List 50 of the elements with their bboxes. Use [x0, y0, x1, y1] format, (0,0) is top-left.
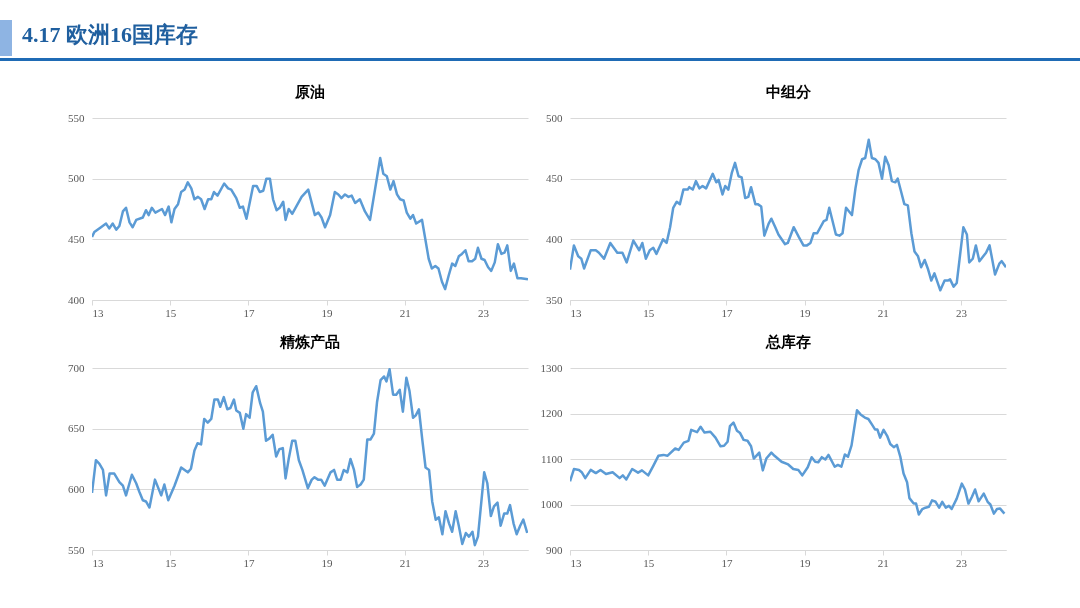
y-tick-label: 1200	[540, 407, 563, 419]
y-tick-label: 350	[546, 293, 563, 306]
y-tick-label: 400	[68, 293, 85, 306]
y-tick-label: 700	[68, 361, 85, 374]
y-tick-label: 600	[68, 482, 85, 495]
x-tick-label: 23	[478, 306, 490, 319]
x-tick-label: 19	[321, 306, 334, 319]
y-tick-label: 550	[68, 111, 85, 124]
line-series	[92, 368, 528, 547]
y-tick-label: 900	[546, 543, 563, 556]
chart-title: 中组分	[765, 83, 812, 101]
y-tick-label: 400	[546, 232, 563, 245]
x-tick-label: 21	[877, 556, 889, 569]
x-tick-label: 19	[799, 306, 812, 319]
x-tick-label: 21	[399, 306, 411, 319]
x-tick-label: 17	[721, 556, 733, 569]
text: 4.17 欧洲16国库存	[22, 21, 198, 49]
line-series	[570, 409, 1006, 516]
chart-title: 原油	[294, 83, 325, 101]
x-tick-label: 15	[165, 556, 177, 569]
y-tick-label: 1300	[540, 361, 563, 374]
x-tick-label: 19	[321, 556, 334, 569]
x-tick-label: 19	[799, 556, 812, 569]
x-tick-label: 17	[721, 306, 733, 319]
x-tick-label: 13	[570, 306, 582, 319]
x-tick-label: 17	[243, 556, 255, 569]
y-tick-label: 550	[68, 543, 85, 556]
chart-title: 精炼产品	[279, 333, 340, 351]
x-tick-label: 21	[877, 306, 889, 319]
y-tick-label: 450	[546, 172, 563, 185]
x-tick-label: 13	[92, 306, 104, 319]
line-series	[570, 138, 1006, 292]
x-tick-label: 23	[956, 556, 968, 569]
x-tick-label: 13	[570, 556, 582, 569]
line-series	[92, 156, 528, 291]
x-tick-label: 15	[165, 306, 177, 319]
y-tick-label: 1000	[540, 498, 563, 510]
x-tick-label: 15	[643, 306, 655, 319]
x-tick-label: 17	[243, 306, 255, 319]
x-tick-label: 21	[399, 556, 411, 569]
y-tick-label: 500	[68, 172, 85, 185]
y-tick-label: 500	[546, 111, 563, 124]
y-tick-label: 450	[68, 232, 85, 245]
chart-title: 总库存	[764, 333, 811, 351]
x-tick-label: 13	[92, 556, 104, 569]
x-tick-label: 23	[478, 556, 490, 569]
x-tick-label: 23	[956, 306, 968, 319]
x-tick-label: 15	[643, 556, 655, 569]
y-tick-label: 1100	[540, 452, 563, 465]
y-tick-label: 650	[68, 422, 85, 435]
